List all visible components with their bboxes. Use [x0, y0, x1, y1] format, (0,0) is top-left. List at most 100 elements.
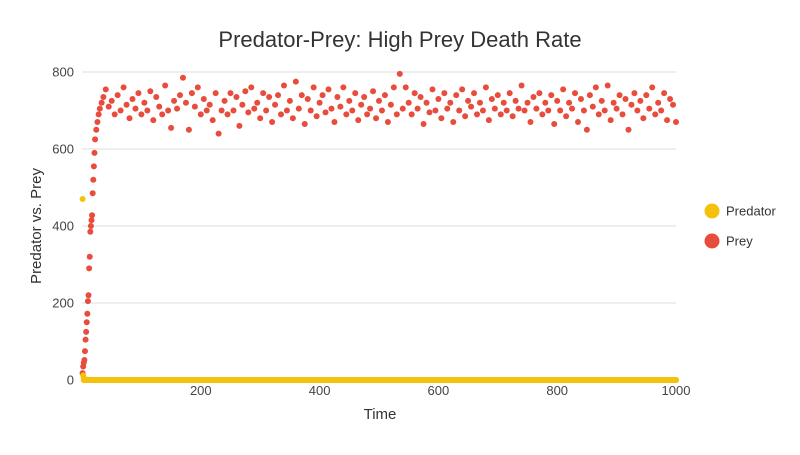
prey-point — [286, 97, 293, 104]
prey-point — [396, 70, 403, 77]
prey-point — [435, 95, 442, 102]
prey-point — [82, 336, 89, 343]
prey-point — [200, 95, 207, 102]
prey-point — [500, 99, 507, 106]
x-tick-label: 400 — [309, 383, 331, 398]
prey-point — [554, 97, 561, 104]
prey-point — [607, 117, 614, 124]
x-tick-label: 1000 — [662, 383, 691, 398]
prey-point — [260, 90, 267, 97]
prey-point — [387, 101, 394, 108]
prey-point — [376, 97, 382, 104]
prey-point — [319, 92, 326, 99]
prey-point — [83, 319, 90, 326]
prey-point — [307, 107, 314, 114]
prey-point — [239, 101, 246, 108]
prey-point — [93, 126, 100, 133]
prey-point — [301, 120, 308, 127]
prey-point — [138, 111, 145, 118]
prey-point — [295, 105, 302, 112]
prey-point — [423, 99, 430, 106]
prey-point — [468, 103, 475, 110]
prey-point — [257, 115, 264, 122]
prey-point — [518, 82, 525, 89]
y-axis-label: Predator vs. Prey — [28, 168, 45, 284]
prey-point — [275, 92, 282, 99]
prey-point — [548, 92, 555, 99]
prey-point — [129, 95, 136, 102]
prey-point — [162, 82, 169, 89]
x-axis-label: Time — [364, 406, 397, 423]
prey-point — [355, 117, 362, 124]
prey-point — [81, 356, 88, 363]
prey-point — [367, 105, 374, 112]
prey-point — [218, 107, 225, 114]
prey-point — [670, 101, 677, 108]
prey-point — [643, 92, 650, 99]
prey-point — [263, 107, 270, 114]
prey-point — [254, 99, 261, 106]
legend-marker-prey — [704, 233, 720, 249]
prey-point — [491, 105, 498, 112]
prey-point — [331, 119, 338, 126]
prey-point — [280, 82, 287, 89]
predator-series — [79, 196, 679, 383]
legend: Predator Prey — [704, 203, 777, 249]
prey-point — [462, 113, 469, 120]
prey-point — [90, 163, 97, 170]
prey-point — [251, 105, 258, 112]
y-tick-label: 0 — [67, 373, 74, 388]
y-tick-label: 400 — [52, 219, 74, 234]
y-tick-label: 200 — [52, 296, 74, 311]
prey-point — [298, 92, 305, 99]
prey-point — [156, 103, 163, 110]
prey-point — [206, 101, 213, 108]
prey-point — [494, 92, 501, 99]
prey-point — [81, 348, 88, 355]
prey-point — [586, 92, 593, 99]
prey-point — [245, 109, 252, 116]
prey-point — [352, 90, 359, 97]
prey-point — [236, 122, 243, 129]
prey-point — [515, 105, 522, 112]
prey-point — [364, 111, 371, 118]
prey-point — [447, 99, 454, 106]
prey-point — [89, 190, 96, 197]
legend-item-prey[interactable]: Prey — [704, 233, 754, 249]
prey-point — [373, 115, 380, 122]
prey-point — [631, 90, 638, 97]
prey-point — [358, 101, 365, 108]
prey-point — [580, 107, 587, 114]
prey-point — [595, 111, 602, 118]
prey-point — [610, 99, 617, 106]
prey-point — [583, 126, 590, 133]
prey-point — [114, 92, 121, 99]
prey-point — [465, 97, 472, 104]
prey-point — [310, 84, 317, 91]
prey-point — [655, 99, 662, 106]
prey-point — [89, 212, 96, 219]
prey-point — [153, 94, 160, 101]
prey-point — [126, 115, 133, 122]
prey-point — [209, 117, 216, 124]
prey-point — [378, 107, 385, 114]
prey-point — [506, 90, 513, 97]
prey-point — [141, 99, 148, 106]
prey-point — [242, 88, 249, 95]
prey-point — [337, 103, 344, 110]
prey-point — [144, 107, 151, 114]
prey-point — [539, 111, 546, 118]
prey-point — [408, 111, 415, 118]
x-tick-label: 800 — [546, 383, 568, 398]
prey-point — [90, 176, 97, 183]
prey-point — [658, 107, 665, 114]
prey-point — [96, 105, 103, 112]
prey-point — [340, 84, 347, 91]
prey-point — [87, 223, 94, 229]
prey-point — [563, 113, 570, 120]
legend-item-predator[interactable]: Predator — [704, 203, 777, 219]
prey-point — [98, 99, 105, 106]
prey-point — [194, 84, 201, 91]
prey-point — [598, 97, 605, 104]
